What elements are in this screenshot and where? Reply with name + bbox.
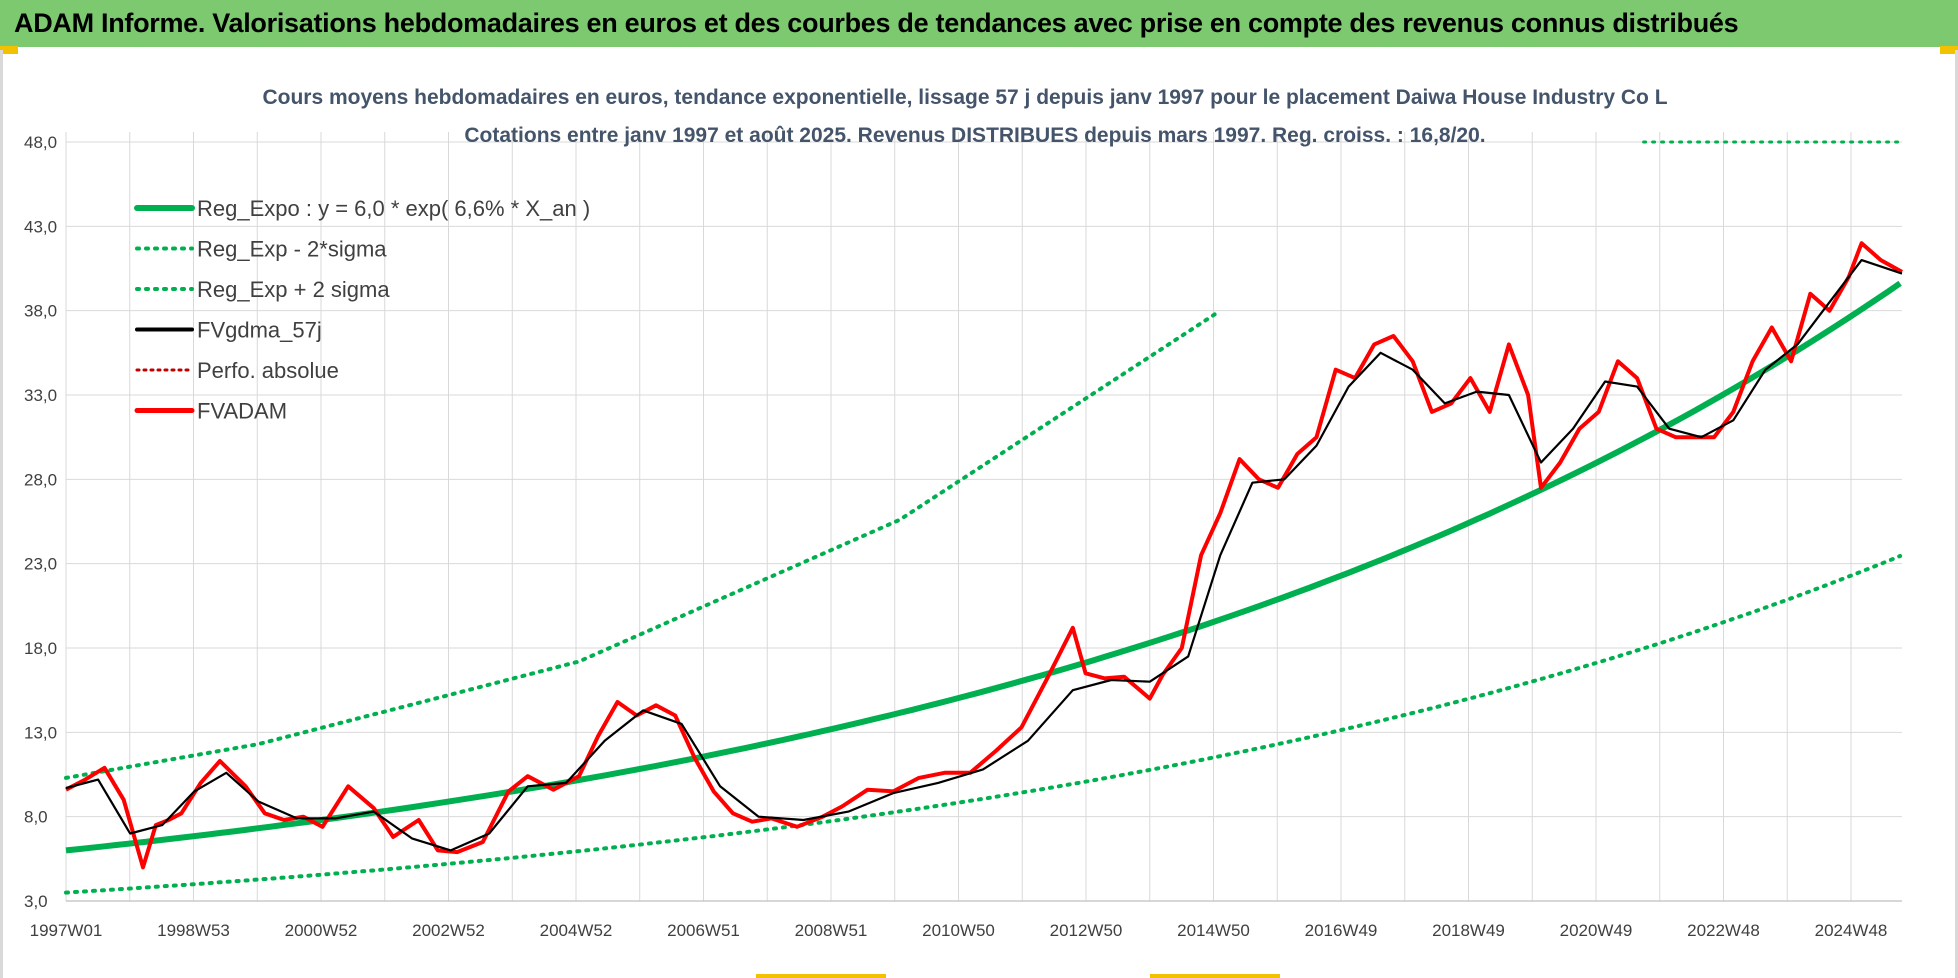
y-tick-label: 33,0 — [24, 386, 57, 405]
x-tick-label: 2018W49 — [1432, 921, 1505, 940]
x-tick-label: 2006W51 — [667, 921, 740, 940]
chart-legend: Reg_Expo : y = 6,0 * exp( 6,6% * X_an ) R… — [134, 196, 590, 424]
y-tick-label: 23,0 — [24, 555, 57, 574]
x-tick-label: 2002W52 — [412, 921, 485, 940]
y-tick-label: 3,0 — [24, 892, 48, 911]
corner-mark-right — [1940, 46, 1958, 54]
footer-mark-2 — [1150, 974, 1280, 978]
legend-label: Reg_Expo : y = 6,0 * exp( 6,6% * X_an ) — [197, 196, 590, 221]
x-tick-label: 2020W49 — [1560, 921, 1633, 940]
legend-label: FVgdma_57j — [197, 318, 322, 343]
corner-mark-left — [0, 46, 18, 54]
x-tick-label: 2024W48 — [1815, 921, 1888, 940]
report-header-banner: ADAM Informe. Valorisations hebdomadaire… — [0, 0, 1958, 50]
x-tick-label: 2016W49 — [1305, 921, 1378, 940]
y-tick-label: 8,0 — [24, 808, 48, 827]
chart-title: Cours moyens hebdomadaires en euros, ten… — [262, 86, 1667, 109]
y-tick-label: 28,0 — [24, 470, 57, 489]
x-tick-label: 2010W50 — [922, 921, 995, 940]
x-tick-label: 2014W50 — [1177, 921, 1250, 940]
y-tick-label: 38,0 — [24, 302, 57, 321]
series-reg-exp-minus-2-sigma — [64, 554, 1903, 895]
series-fvadam — [65, 241, 1903, 870]
y-tick-label: 13,0 — [24, 723, 57, 742]
plot-area — [64, 140, 1904, 895]
footer-mark-1 — [756, 974, 886, 978]
y-tick-label: 18,0 — [24, 639, 57, 658]
x-tick-label: 1997W01 — [30, 921, 103, 940]
report-title: ADAM Informe. Valorisations hebdomadaire… — [14, 8, 1739, 38]
y-tick-label: 43,0 — [24, 217, 57, 236]
chart-grid — [65, 132, 1902, 902]
x-tick-label: 1998W53 — [157, 921, 230, 940]
legend-label: Reg_Exp + 2 sigma — [197, 277, 390, 302]
y-tick-label: 48,0 — [24, 133, 57, 152]
x-tick-label: 2022W48 — [1687, 921, 1760, 940]
x-tick-label: 2008W51 — [795, 921, 868, 940]
legend-label: FVADAM — [197, 399, 287, 424]
chart-subtitle: Cotations entre janv 1997 et août 2025. … — [464, 124, 1485, 147]
x-axis-ticks: 1997W01 1998W53 2000W52 2002W52 2004W52 2006W… — [30, 921, 1888, 940]
x-tick-label: 2004W52 — [540, 921, 613, 940]
legend-label: Reg_Exp - 2*sigma — [197, 237, 387, 262]
legend-label: Perfo. absolue — [197, 358, 339, 383]
chart-frame — [0, 50, 1958, 978]
y-axis-ticks: 3,0 8,0 13,0 18,0 23,0 28,0 33,0 38,0 43,0 48,0 — [24, 133, 57, 911]
x-tick-label: 2012W50 — [1050, 921, 1123, 940]
x-tick-label: 2000W52 — [285, 921, 358, 940]
series-fvgdma-57j — [65, 259, 1903, 852]
